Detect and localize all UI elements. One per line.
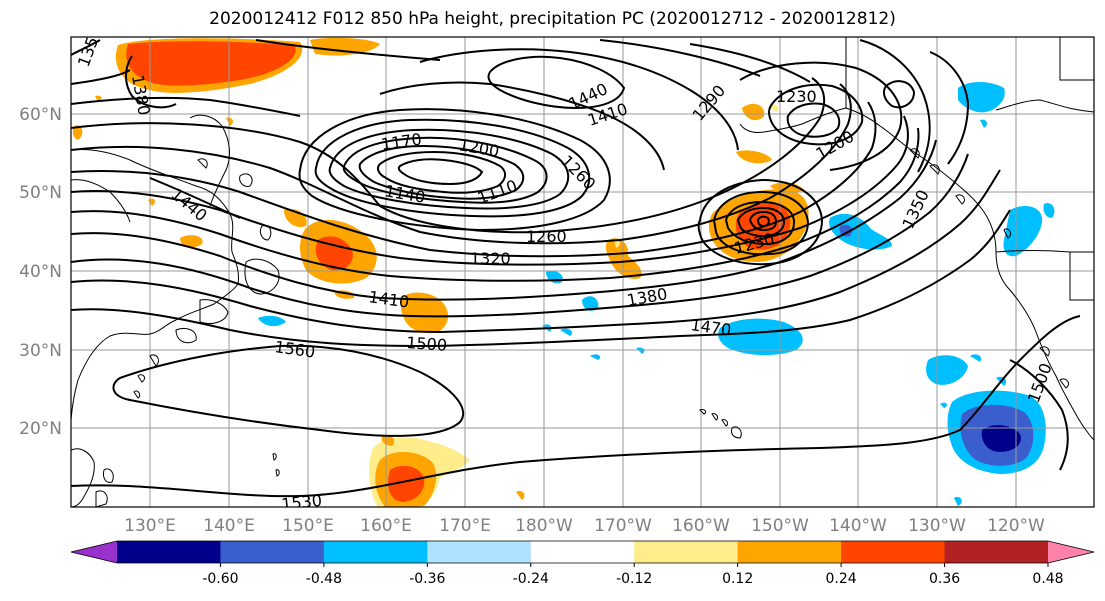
lon-label: 160°W [672, 516, 730, 536]
lon-label: 170°E [439, 516, 491, 536]
lon-label: 120°W [987, 516, 1045, 536]
colorbar-tick-label: -0.24 [513, 571, 549, 587]
lon-label: 130°W [908, 516, 966, 536]
lon-label: 130°E [124, 516, 176, 536]
lon-label: 140°W [829, 516, 887, 536]
contour-label: 1530 [280, 491, 322, 514]
coastlines [71, 37, 1094, 507]
colorbar-segment [737, 541, 842, 563]
contour-label: 1230 [776, 87, 817, 106]
colorbar-tick-label: 0.36 [929, 571, 960, 587]
lon-label: 180°W [515, 516, 573, 536]
colorbar-tick-label: -0.12 [616, 571, 652, 587]
height-contours [71, 39, 1081, 498]
colorbar-extend-high [1048, 541, 1094, 563]
contour-label: 1260 [526, 227, 567, 246]
lat-label: 60°N [19, 105, 62, 125]
lon-label: 150°E [282, 516, 334, 536]
colorbar-segment [530, 541, 635, 563]
colorbar-segment [323, 541, 428, 563]
latitude-labels: 60°N 50°N 40°N 30°N 20°N [19, 105, 62, 439]
colorbar-segment [944, 541, 1049, 563]
lat-label: 20°N [19, 419, 62, 439]
longitude-labels: 130°E 140°E 150°E 160°E 170°E 180°W 170°… [124, 516, 1045, 536]
map-title: 2020012412 F012 850 hPa height, precipit… [209, 9, 896, 29]
colorbar-extend-low [71, 541, 117, 563]
colorbar-tick-label: 0.12 [722, 571, 753, 587]
colorbar-tick-label: 0.48 [1032, 571, 1063, 587]
lon-label: 140°E [203, 516, 255, 536]
lat-label: 50°N [19, 183, 62, 203]
lon-label: 150°W [751, 516, 809, 536]
contour-label: 1500 [406, 333, 448, 355]
colorbar-segment [841, 541, 946, 563]
colorbar-segment [220, 541, 325, 563]
colorbar-tick-label: -0.60 [202, 571, 238, 587]
precip-shading [72, 37, 1055, 507]
colorbar-tick-label: -0.48 [306, 571, 342, 587]
colorbar: -0.60 -0.48 -0.36 -0.24 -0.12 0.12 0.24 0.36 0.4… [70, 540, 1095, 587]
lat-label: 30°N [19, 341, 62, 361]
colorbar-tick-label: -0.36 [409, 571, 445, 587]
colorbar-segment [634, 541, 739, 563]
colorbar-tick-label: 0.24 [826, 571, 857, 587]
map-layers: 1350 1380 1440 1410 1290 1230 1170 1200 … [71, 37, 1094, 514]
map-border [70, 36, 1095, 508]
map-area [71, 37, 1094, 507]
colorbar-segment [427, 541, 532, 563]
lon-label: 170°W [594, 516, 652, 536]
colorbar-outline [70, 540, 1095, 564]
lat-label: 40°N [19, 262, 62, 282]
colorbar-segment [117, 541, 221, 563]
lon-label: 160°E [360, 516, 412, 536]
contour-label: 1320 [470, 249, 511, 268]
